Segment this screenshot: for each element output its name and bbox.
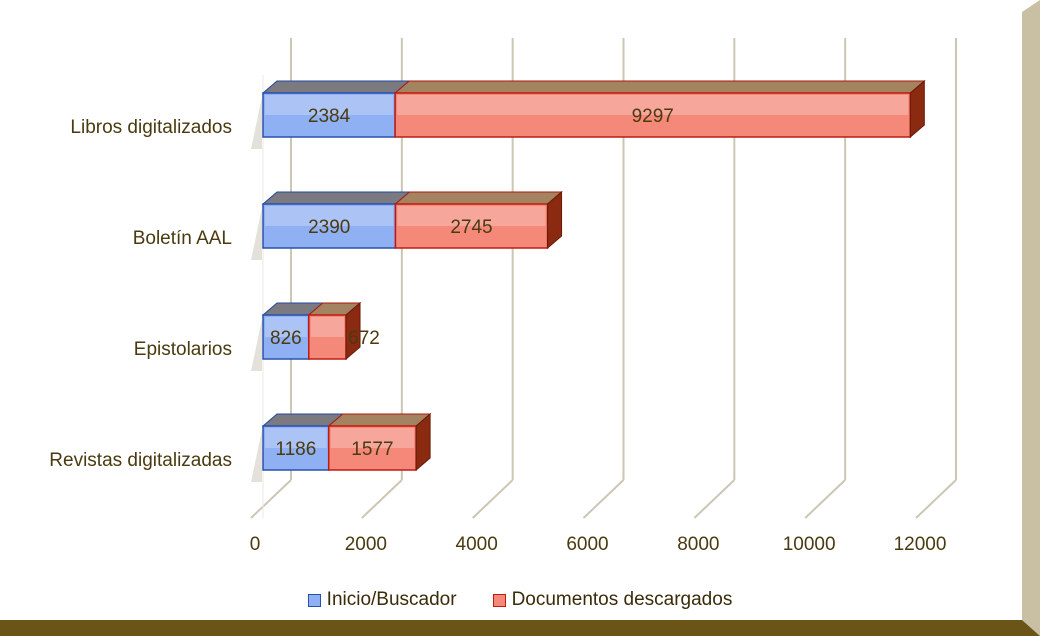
legend-swatch-inicio [307, 593, 321, 607]
bar-shadow [251, 208, 262, 260]
data-label-documentos: 1577 [351, 439, 393, 460]
gridline-floor-2000 [361, 479, 403, 519]
data-label-inicio: 2390 [308, 217, 350, 238]
gridline-floor-0 [250, 479, 292, 519]
x-tick-label: 2000 [345, 534, 387, 555]
bar-inicio [262, 203, 397, 249]
frame-bottom-bevel [0, 620, 1040, 636]
gridline-floor-6000 [582, 479, 625, 519]
legend-item-documentos[interactable]: Documentos descargados [492, 589, 733, 611]
data-label-documentos: 672 [348, 328, 380, 349]
legend-item-inicio[interactable]: Inicio/Buscador [307, 589, 457, 611]
bar-shadow [251, 97, 262, 149]
x-tick-label: 8000 [677, 534, 719, 555]
x-tick-label: 10000 [783, 534, 836, 555]
category-label: Revistas digitalizadas [49, 450, 232, 471]
gridline-floor-12000 [915, 479, 957, 519]
chart-legend: Inicio/Buscador Documentos descargados [0, 589, 1040, 611]
bar-top-documentos [394, 191, 563, 205]
bar-shadow [251, 319, 262, 371]
legend-swatch-documentos [492, 593, 506, 607]
data-label-inicio: 2384 [308, 106, 351, 127]
bar-highlight-inicio [265, 206, 394, 226]
data-label-inicio: 826 [270, 328, 302, 349]
bar-inicio [262, 92, 396, 138]
gridline-floor-4000 [471, 479, 514, 519]
data-label-inicio: 1186 [275, 439, 316, 460]
bar-top-documentos [327, 413, 432, 427]
bar-side-documentos [345, 301, 361, 361]
bar-highlight-documentos [397, 95, 909, 115]
gridline-floor-10000 [804, 479, 846, 519]
bar-documentos [394, 92, 912, 138]
category-label: Libros digitalizados [70, 117, 232, 138]
bar-highlight-documentos [310, 317, 345, 337]
x-tick-label: 12000 [894, 534, 947, 555]
bar-side-documentos [909, 79, 925, 139]
frame-right-bevel [1022, 0, 1040, 636]
bar-shadow [251, 430, 262, 482]
legend-label-documentos: Documentos descargados [511, 589, 733, 610]
bar-inicio [262, 425, 330, 471]
bar-documentos [308, 314, 347, 360]
legend-label-inicio: Inicio/Buscador [326, 589, 457, 610]
bar-highlight-documentos [330, 428, 415, 448]
bar-highlight-inicio [265, 95, 394, 115]
bar-top-inicio [261, 191, 411, 205]
data-label-documentos: 9297 [632, 106, 674, 127]
category-label: Epistolarios [134, 339, 232, 360]
bar-top-documentos [393, 80, 926, 94]
bar-documentos [394, 203, 549, 249]
bar-highlight-documentos [397, 206, 546, 226]
category-label: Boletín AAL [133, 228, 232, 249]
bar-highlight-inicio [265, 428, 327, 448]
x-tick-label: 6000 [566, 534, 608, 555]
gridline-floor-8000 [693, 479, 736, 519]
bar-side-documentos [547, 190, 563, 250]
bar-highlight-inicio [265, 317, 307, 337]
x-tick-label: 0 [250, 534, 261, 555]
data-label-documentos: 2745 [450, 217, 492, 238]
bar-top-inicio [261, 80, 411, 94]
x-tick-label: 4000 [456, 534, 498, 555]
bar-side-documentos [415, 412, 431, 472]
